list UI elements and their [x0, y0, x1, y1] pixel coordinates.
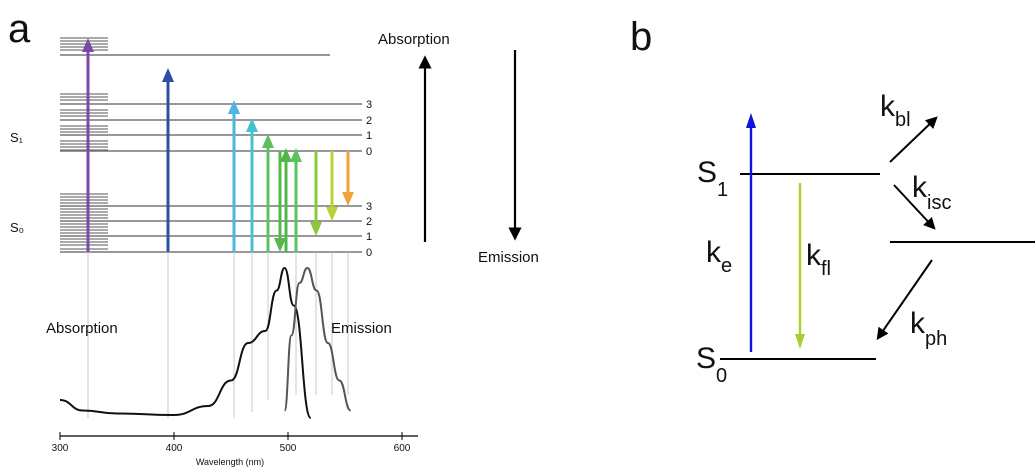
vib-s0-2: 2	[366, 216, 372, 228]
panel-b: b S1 S0 ke kfl kbl kisc kph	[630, 15, 1035, 387]
kisc-label: kisc	[912, 171, 951, 214]
spectrum-curves	[59, 266, 352, 419]
vibrational-numbers: 3 2 1 0 3 2 1 0	[366, 99, 372, 259]
s0-label: S0	[696, 342, 727, 387]
excitation-arrowhead	[746, 113, 756, 128]
x-axis-label: Wavelength (nm)	[196, 457, 264, 467]
spectrum-emission-label: Emission	[331, 320, 392, 337]
isc-arrow	[893, 184, 936, 230]
s1-state-label: S₁	[10, 130, 24, 145]
vib-s1-0: 0	[366, 146, 372, 158]
vib-s0-0: 0	[366, 247, 372, 259]
x-tick-label: 500	[280, 443, 297, 454]
panel-b-label: b	[630, 15, 652, 59]
vib-s1-3: 3	[366, 99, 372, 111]
vib-s1-1: 1	[366, 130, 372, 142]
bleaching-arrow	[889, 116, 938, 163]
excitation-arrowhead-purple	[82, 38, 94, 52]
excitation-arrowhead-teal	[246, 118, 258, 132]
kbl-label: kbl	[880, 90, 911, 131]
ke-label: ke	[706, 236, 732, 277]
phosphorescence-arrow	[876, 259, 933, 340]
excitation-arrowhead-green-1	[262, 134, 274, 148]
absorption-arrow-label: Absorption	[378, 31, 450, 48]
emission-arrows	[274, 151, 354, 252]
excitation-arrowhead-green-2	[280, 148, 292, 162]
panel-a: a	[8, 7, 539, 467]
x-tick-label: 400	[166, 443, 183, 454]
vib-s1-2: 2	[366, 115, 372, 127]
vib-s0-1: 1	[366, 231, 372, 243]
emission-arrowhead-4	[342, 192, 354, 206]
absorption-spectrum-curve	[59, 266, 312, 419]
wavelength-guide-lines	[87, 252, 349, 418]
kfl-label: kfl	[806, 239, 831, 280]
vib-s0-3: 3	[366, 201, 372, 213]
spectrum-plot: 300 400 500 600 Wavelength (nm) Absorption …	[46, 266, 418, 467]
excitation-arrowhead-blue	[162, 68, 174, 82]
energy-levels	[60, 54, 362, 253]
excitation-arrowhead-cyan	[228, 100, 240, 114]
excitation-arrows	[82, 38, 302, 252]
spectrum-absorption-label: Absorption	[46, 320, 118, 337]
panel-a-label: a	[8, 7, 31, 51]
fluorescence-arrowhead	[795, 334, 805, 349]
emission-arrowhead-3	[326, 207, 338, 221]
x-axis-ticks: 300 400 500 600	[52, 432, 411, 454]
kph-label: kph	[910, 307, 947, 350]
s0-state-label: S₀	[10, 220, 24, 235]
x-tick-label: 600	[394, 443, 411, 454]
emission-arrow-label: Emission	[478, 249, 539, 266]
emission-arrowhead-2	[310, 222, 322, 236]
s0-vibrational-hatch	[60, 193, 108, 250]
emission-arrowhead-1	[274, 238, 286, 252]
s1-label: S1	[697, 156, 728, 201]
emission-spectrum-curve	[283, 266, 352, 412]
excitation-arrowhead-green-3	[290, 148, 302, 162]
x-tick-label: 300	[52, 443, 69, 454]
